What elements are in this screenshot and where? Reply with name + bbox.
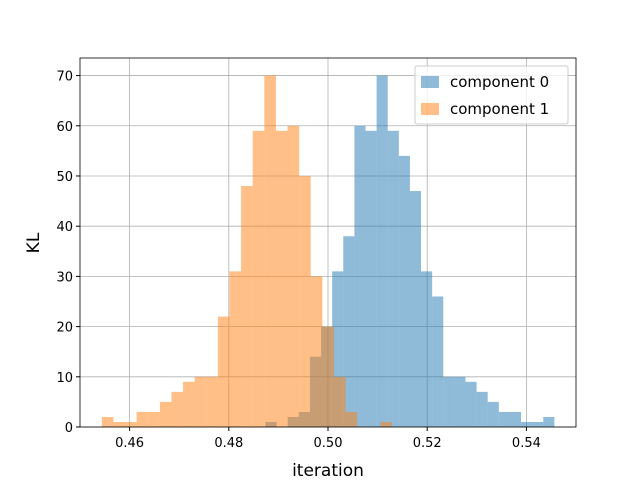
histogram-bar: [376, 75, 388, 428]
legend-swatch: [421, 76, 439, 88]
x-axis-label: iteration: [292, 461, 364, 480]
histogram-bar: [365, 130, 377, 428]
histogram-bar: [509, 411, 522, 427]
histogram-bar: [380, 421, 392, 427]
histogram-bar: [241, 186, 253, 427]
y-tick-label: 10: [56, 371, 73, 386]
histogram-bar: [252, 130, 265, 428]
histogram-bar: [101, 416, 114, 427]
histogram-bar: [194, 376, 207, 427]
histogram-bar: [171, 391, 184, 427]
histogram-bar: [136, 411, 149, 427]
histogram-bar: [521, 421, 533, 427]
histogram-bar: [432, 296, 444, 427]
histogram-bar: [287, 125, 300, 427]
histogram-bar: [299, 175, 311, 427]
y-tick-label: 20: [56, 321, 73, 336]
legend-box: [414, 65, 569, 125]
histogram-bar: [543, 416, 555, 427]
histogram-bar: [354, 125, 366, 427]
y-tick-label: 0: [65, 421, 73, 436]
y-tick-label: 30: [56, 270, 73, 285]
histogram-bar: [125, 421, 137, 427]
plot-frame: [79, 57, 577, 428]
x-tick-label: 0.50: [314, 436, 343, 451]
histogram-bar: [343, 236, 355, 427]
histogram-bar: [454, 376, 466, 427]
histogram-bar: [345, 411, 358, 427]
histogram-bar: [487, 401, 499, 427]
histogram-bar: [387, 130, 399, 428]
y-tick-label: 70: [56, 70, 73, 85]
x-tick-label: 0.54: [512, 436, 541, 451]
histogram-bar: [322, 326, 334, 427]
histogram-bar: [217, 316, 230, 427]
histogram-bar: [476, 391, 488, 427]
legend-label: component 1: [450, 100, 549, 118]
legend-swatch: [421, 103, 439, 115]
y-axis-label: KL: [24, 232, 44, 253]
histogram-bar: [159, 401, 172, 427]
histogram-bar: [148, 411, 160, 427]
histogram-bar: [333, 376, 346, 427]
histogram-bar: [183, 381, 195, 427]
histogram-bar: [532, 421, 544, 427]
histogram-bar: [332, 271, 344, 427]
histogram-bar: [264, 75, 276, 428]
histogram-bar: [409, 191, 422, 427]
y-tick-label: 60: [56, 120, 73, 135]
histogram-bar: [275, 130, 288, 428]
y-tick-label: 50: [56, 170, 73, 185]
x-tick-label: 0.52: [413, 436, 442, 451]
histogram-bar: [498, 411, 510, 427]
histogram-bar: [465, 381, 477, 427]
x-tick-label: 0.46: [115, 436, 144, 451]
histogram-bar: [229, 271, 242, 427]
histogram-bar: [421, 271, 433, 427]
histogram-bar: [206, 376, 218, 427]
legend-label: component 0: [450, 73, 549, 91]
x-tick-label: 0.48: [214, 436, 243, 451]
histogram-bar: [443, 376, 455, 427]
y-tick-label: 40: [56, 220, 73, 235]
histogram-bar: [113, 421, 126, 427]
histogram-bar: [398, 155, 410, 428]
histogram-bar: [310, 276, 323, 427]
